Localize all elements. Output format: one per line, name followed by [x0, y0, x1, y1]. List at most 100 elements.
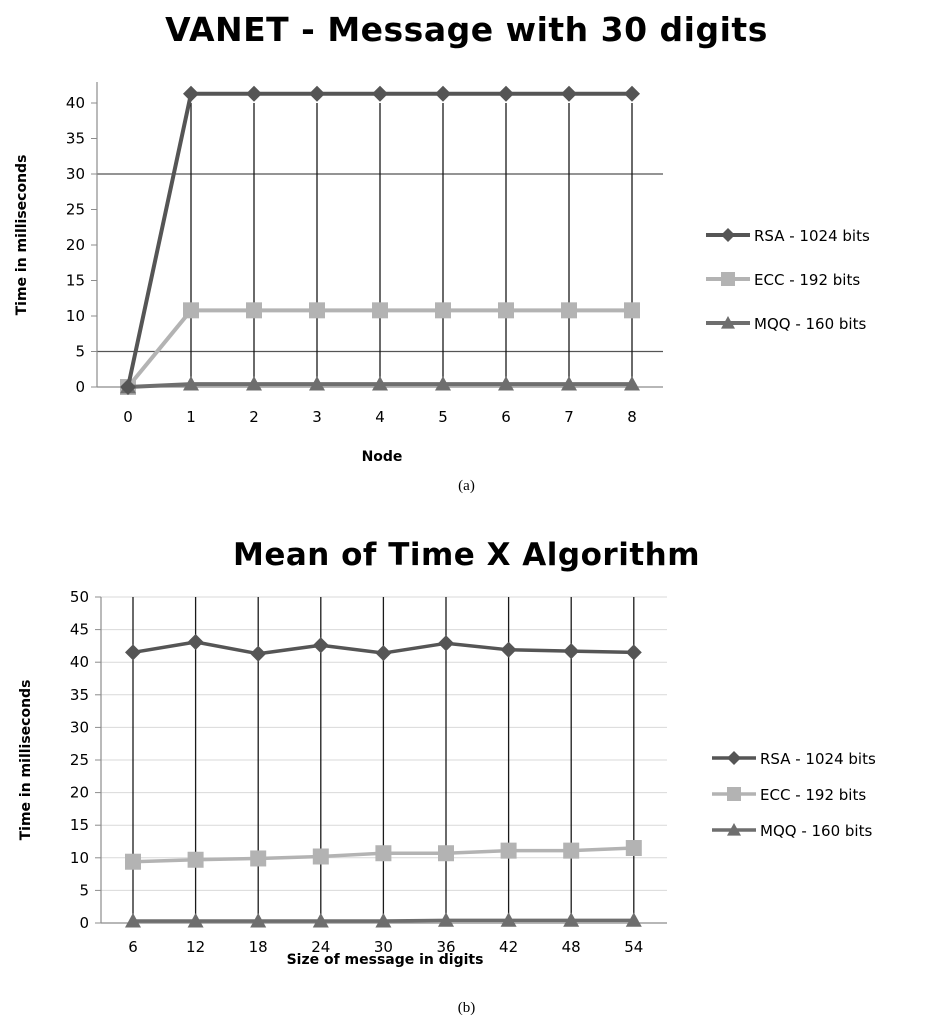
chart-b-data-point: [125, 644, 141, 661]
chart-a-y-tick-label: 0: [75, 378, 85, 396]
chart-b-x-tick-label: 30: [374, 938, 393, 956]
chart-b-y-tick-label: 25: [70, 751, 89, 769]
chart-b-data-point: [438, 635, 454, 652]
chart-b-y-tick-label: 50: [70, 588, 89, 606]
chart-b-x-tick-label: 12: [186, 938, 205, 956]
chart-a-data-point: [246, 376, 262, 391]
chart-b-data-point: [500, 912, 517, 927]
chart-a-x-axis-title: Node: [362, 449, 403, 465]
chart-b-data-point: [312, 848, 329, 865]
chart-a-data-point: [435, 302, 451, 319]
chart-a-x-tick-label: 6: [501, 408, 511, 426]
chart-b-caption: (b): [457, 1000, 476, 1016]
chart-a-data-point: [498, 302, 514, 319]
chart-a-x-tick-label: 1: [186, 408, 196, 426]
chart-b-y-tick-label: 15: [70, 816, 89, 834]
chart-b-data-point: [250, 645, 267, 662]
chart-b-data-point: [312, 913, 329, 928]
chart-b-data-point: [125, 853, 141, 870]
chart-a-data-point: [624, 376, 640, 391]
chart-b-data-point: [250, 850, 267, 867]
chart-a-data-point: [183, 302, 199, 319]
chart-b-x-tick-label: 42: [499, 938, 518, 956]
chart-b-data-point: [625, 644, 642, 661]
chart-a-data-point: [372, 302, 388, 319]
chart-a-data-point: [435, 376, 451, 391]
chart-b-data-point: [187, 913, 204, 928]
chart-a-data-point: [120, 379, 136, 395]
chart-b-data-point: [500, 842, 517, 859]
chart-b-data-point: [375, 913, 392, 928]
chart-a-x-tick-label: 2: [249, 408, 259, 426]
chart-a-data-point: [183, 85, 199, 102]
chart-a-x-tick-label: 5: [438, 408, 448, 426]
chart-a-x-tick-label: 0: [123, 408, 133, 426]
chart-b-x-tick-label: 36: [436, 938, 455, 956]
chart-b-legend-marker: [727, 787, 741, 801]
chart-b-data-point: [438, 845, 454, 862]
chart-b-x-tick-label: 24: [311, 938, 330, 956]
chart-a-data-point: [246, 85, 262, 102]
chart-b-data-point: [187, 633, 204, 650]
chart-a-y-tick-label: 20: [66, 236, 85, 254]
chart-b-y-tick-label: 45: [70, 621, 89, 639]
chart-b-data-point: [438, 912, 454, 927]
chart-b-x-tick-label: 48: [562, 938, 581, 956]
chart-a-data-point: [372, 85, 388, 102]
chart-b-title: Mean of Time X Algorithm: [232, 537, 701, 573]
chart-a-data-point: [498, 85, 514, 102]
chart-a-data-point: [561, 302, 577, 319]
chart-b-x-tick-label: 54: [624, 938, 643, 956]
chart-a-data-point: [246, 302, 262, 319]
chart-b-x-tick-label: 18: [249, 938, 268, 956]
chart-b-y-tick-label: 0: [79, 914, 89, 932]
chart-a-legend-marker: [721, 228, 735, 242]
chart-b-legend-label: ECC - 192 bits: [760, 786, 866, 804]
chart-b-data-point: [312, 637, 329, 654]
chart-b: Mean of Time X Algorithm 0 5 10 15 20 25 30 35 4…: [0, 525, 933, 1021]
chart-b-data-point: [625, 912, 642, 927]
chart-a: VANET - Message with 30 digits 0 5 10 15 20 2…: [0, 0, 933, 505]
chart-b-y-tick-label: 10: [70, 849, 89, 867]
chart-b-plot: 0 5 10 15 20 25 30 35 40 45 50 6 12 18 24 30 36 42 48 54 Siz…: [18, 588, 876, 968]
chart-b-legend-label: RSA - 1024 bits: [760, 750, 876, 768]
chart-a-legend-label: MQQ - 160 bits: [754, 315, 866, 333]
chart-a-y-tick-label: 35: [66, 130, 85, 148]
chart-a-data-point: [309, 85, 325, 102]
chart-b-x-tick-label: 6: [128, 938, 138, 956]
chart-a-data-point: [561, 376, 577, 391]
chart-a-plot: 0 5 10 15 20 25 30 35 40 0 1 2 3 4 5 6 7 8 Node Time in mil…: [14, 82, 870, 465]
chart-a-legend-label: RSA - 1024 bits: [754, 227, 870, 245]
chart-a-x-tick-label: 8: [627, 408, 637, 426]
chart-a-data-point: [498, 376, 514, 391]
chart-a-data-point: [624, 85, 640, 102]
chart-b-data-point: [187, 851, 204, 868]
chart-a-y-tick-label: 15: [66, 272, 85, 290]
chart-a-data-point: [183, 376, 199, 391]
chart-b-y-tick-label: 30: [70, 718, 89, 736]
chart-b-y-tick-label: 5: [79, 881, 89, 899]
chart-b-data-point: [563, 842, 580, 859]
chart-b-y-axis-title: Time in milliseconds: [18, 680, 34, 841]
chart-a-y-tick-label: 25: [66, 201, 85, 219]
chart-b-data-point: [500, 641, 517, 658]
chart-b-legend-marker: [727, 751, 741, 765]
chart-a-x-tick-label: 4: [375, 408, 385, 426]
chart-b-data-point: [125, 913, 141, 928]
chart-a-data-point: [309, 302, 325, 319]
chart-a-y-tick-label: 5: [75, 343, 85, 361]
chart-b-legend-label: MQQ - 160 bits: [760, 822, 872, 840]
chart-a-data-point: [624, 302, 640, 319]
chart-b-data-point: [625, 840, 642, 857]
chart-a-y-tick-label: 40: [66, 94, 85, 112]
chart-b-x-axis-title: Size of message in digits: [287, 952, 484, 968]
chart-a-y-tick-label: 30: [66, 165, 85, 183]
chart-a-legend-marker: [721, 316, 735, 329]
chart-a-y-tick-label: 10: [66, 307, 85, 325]
chart-a-caption: (a): [458, 478, 475, 494]
chart-b-data-point: [375, 845, 392, 862]
chart-b-data-point: [563, 643, 580, 660]
chart-a-data-point: [309, 376, 325, 391]
chart-a-title: VANET - Message with 30 digits: [165, 10, 768, 49]
chart-b-data-point: [250, 913, 267, 928]
